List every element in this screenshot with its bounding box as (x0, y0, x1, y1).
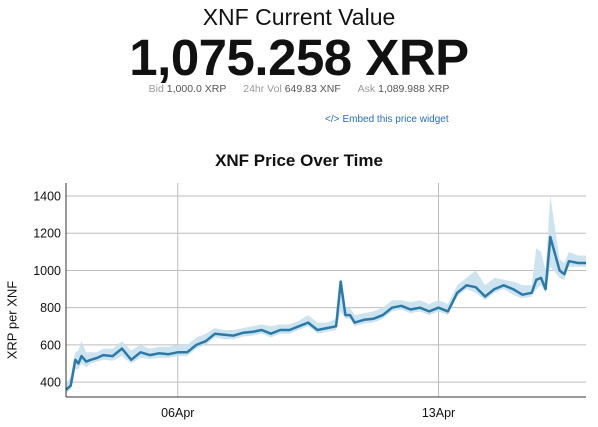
chart-title: XNF Price Over Time (215, 151, 383, 170)
ask-label: Ask (357, 83, 376, 95)
bid-stat: Bid 1,000.0 XRP (149, 83, 227, 95)
price-line (65, 235, 586, 391)
y-tick-label: 600 (40, 338, 61, 352)
y-tick-label: 1400 (33, 190, 61, 204)
y-axis-ticks: 400 600 800 1000 1200 1400 (33, 190, 61, 390)
ask-value: 1,089.988 XRP (378, 83, 450, 95)
volume-label: 24hr Vol (243, 83, 282, 95)
bid-value: 1,000.0 XRP (166, 83, 227, 95)
x-tick-label: 13Apr (422, 406, 455, 420)
current-value: 1,075.258 XRP (129, 29, 469, 86)
embed-widget-link[interactable]: </> Embed this price widget (325, 114, 449, 125)
chart-grid (66, 183, 586, 397)
volume-value: 649.83 XNF (284, 83, 341, 95)
x-tick-label: 06Apr (161, 406, 194, 420)
bid-label: Bid (148, 83, 164, 95)
ask-stat: Ask 1,089.988 XRP (358, 83, 450, 95)
market-stats: Bid 1,000.0 XRP 24hr Vol 649.83 XNF Ask … (0, 83, 598, 95)
y-tick-label: 1000 (33, 264, 61, 278)
code-icon: </> (325, 114, 340, 125)
embed-link-label: Embed this price widget (342, 114, 449, 125)
x-axis-ticks: 06Apr 13Apr (161, 406, 455, 420)
price-line-layer (65, 235, 586, 391)
plot-frame (65, 183, 586, 398)
y-tick-label: 800 (40, 301, 61, 315)
y-tick-label: 1200 (33, 227, 61, 241)
price-range-band (66, 196, 586, 394)
price-band-area (66, 196, 586, 394)
page-title: XNF Current Value (202, 4, 396, 30)
volume-stat: 24hr Vol 649.83 XNF (243, 83, 341, 95)
y-tick-label: 400 (40, 376, 61, 390)
